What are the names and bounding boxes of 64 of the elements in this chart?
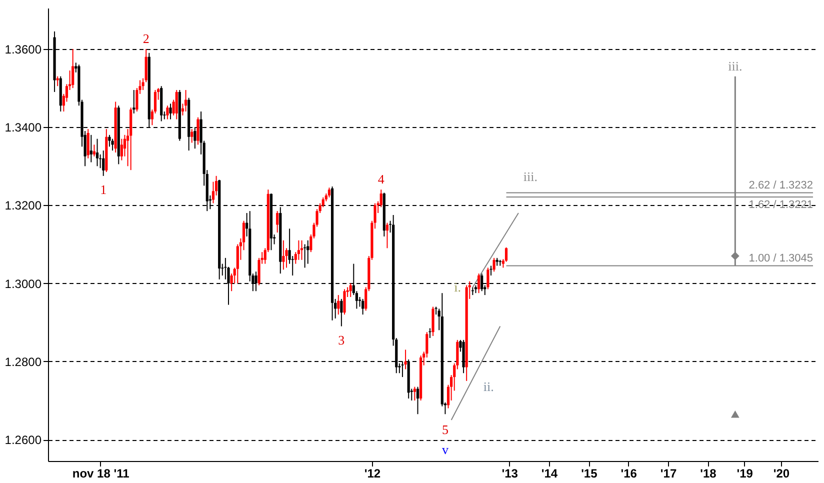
candlestick [90, 134, 92, 163]
candlestick [349, 282, 352, 298]
annotation: v [442, 442, 449, 458]
candlestick [413, 386, 416, 401]
candlestick [337, 294, 340, 316]
x-tick-label: '14 [541, 466, 558, 480]
candlestick [416, 386, 420, 415]
candlestick [282, 240, 285, 270]
x-tick-label: '17 [660, 466, 677, 480]
candlestick [306, 240, 310, 264]
candlestick [86, 128, 90, 159]
candlestick [190, 128, 194, 144]
annotation: iii. [728, 58, 742, 74]
candlestick [169, 103, 172, 120]
candlestick [386, 222, 389, 249]
candlestick [96, 138, 99, 167]
candlestick [92, 144, 96, 157]
ref-line-label: 1.62 / 1.3221 [748, 199, 813, 212]
x-tick-label: '19 [736, 466, 754, 480]
annotation: i. [454, 279, 462, 294]
candlestick [184, 90, 188, 112]
candlestick [166, 105, 169, 120]
x-tick-label: '20 [773, 466, 790, 480]
candlestick [102, 150, 105, 176]
y-tick-label: 1.3000 [4, 276, 42, 291]
annotation: 3 [338, 332, 345, 348]
candlestick [300, 240, 304, 260]
y-tick-label: 1.3200 [4, 198, 42, 213]
annotation: iii. [523, 169, 538, 184]
candlestick [486, 267, 490, 290]
candlestick [362, 298, 364, 316]
annotation: 4 [378, 172, 385, 187]
x-tick-label: '15 [581, 466, 598, 480]
x-tick-label: '16 [620, 466, 638, 480]
annotation: 2 [142, 31, 150, 46]
y-tick-label: 1.2600 [4, 433, 42, 448]
candlestick [175, 90, 178, 120]
annotation: 1 [100, 182, 107, 197]
x-tick-label: '18 [700, 466, 717, 480]
candlestick [343, 288, 346, 316]
candlestick [196, 116, 200, 146]
ref-line-label: 1.00 / 1.3045 [748, 252, 813, 265]
candlestick [492, 257, 496, 272]
candlestick [111, 138, 114, 152]
candlestick [72, 48, 74, 89]
candlestick [328, 187, 331, 198]
candlestick [340, 298, 343, 327]
candlestick [297, 240, 300, 260]
x-tick-label: '13 [502, 466, 518, 480]
x-tick-label: nov 18 '11 [72, 466, 130, 480]
candlestick [404, 349, 407, 370]
candlestick [477, 273, 480, 294]
ref-line-label: 2.62 / 1.3232 [748, 180, 813, 192]
y-tick-label: 1.3400 [4, 120, 42, 135]
x-tick-label: '12 [364, 466, 381, 480]
y-tick-label: 1.3600 [4, 42, 42, 57]
y-tick-label: 1.2800 [4, 354, 42, 369]
candlestick [432, 306, 434, 337]
annotation: 5 [442, 422, 448, 438]
candlestick [108, 134, 111, 148]
candlestick [120, 138, 123, 161]
annotation: ii. [483, 378, 494, 394]
candlestick [276, 210, 279, 234]
candlestick [132, 90, 136, 114]
